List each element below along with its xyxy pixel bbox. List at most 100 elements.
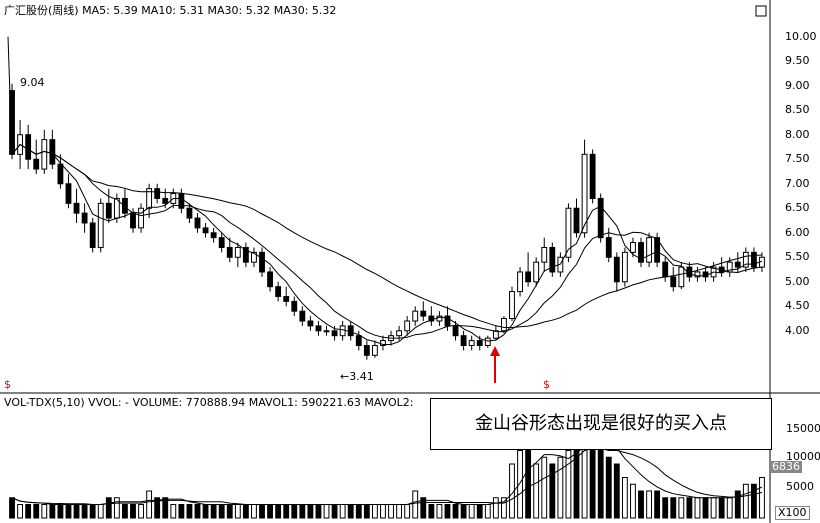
candle-body [163, 198, 168, 203]
volume-bar [26, 505, 31, 519]
volume-bar [518, 451, 523, 519]
volume-bar [437, 505, 442, 519]
price-tick: 6.00 [785, 227, 810, 239]
candle-body [131, 213, 136, 228]
candle-body [211, 233, 216, 238]
volume-bar [558, 457, 563, 518]
volume-bar [381, 505, 386, 519]
candle-body [469, 341, 474, 346]
volume-bar [534, 464, 539, 518]
buy-point-callout: 金山谷形态出现是很好的买入点 [430, 398, 772, 450]
volume-bar [139, 505, 144, 519]
candle-body [518, 272, 523, 292]
volume-bar [332, 505, 337, 519]
candle-body [413, 311, 418, 321]
volume-bar [695, 498, 700, 518]
candle-body [364, 345, 369, 355]
volume-bar [647, 491, 652, 518]
volume-bar [711, 498, 716, 518]
stock-name: 广汇股份(周线) [4, 4, 79, 17]
volume-bar [42, 505, 47, 519]
volume-bar [235, 505, 240, 519]
volume-bar [356, 505, 361, 519]
candle-body [631, 243, 636, 253]
candle-body [590, 154, 595, 198]
volume-bar [679, 498, 684, 518]
volume-bar [743, 484, 748, 518]
volume-bar [485, 505, 490, 519]
candle-body [614, 257, 619, 282]
candle-body [405, 321, 410, 331]
price-tick: 4.00 [785, 325, 810, 337]
volume-bar [252, 505, 257, 519]
candle-body [42, 140, 47, 169]
volume-bar [195, 505, 200, 519]
candle-body [82, 213, 87, 223]
volume-bar [760, 478, 765, 519]
volume-bar [445, 505, 450, 519]
volume-bar [372, 505, 377, 519]
volume-bar [18, 505, 23, 519]
candle-body [598, 198, 603, 237]
volume-bar [727, 498, 732, 518]
candle-body [485, 338, 490, 345]
candle-body [316, 326, 321, 331]
candle-body [187, 208, 192, 218]
candle-body [397, 331, 402, 336]
candle-body [606, 238, 611, 258]
volume-bar [276, 505, 281, 519]
volume-unit[interactable]: X100 [775, 506, 810, 520]
stock-title: 广汇股份(周线) MA5: 5.39 MA10: 5.31 MA30: 5.32… [4, 4, 336, 17]
signal-marker-left: $ [4, 379, 11, 391]
candle-body [461, 336, 466, 346]
volume-bar [10, 498, 15, 518]
volume-bar [131, 505, 136, 519]
candle-body [58, 164, 63, 184]
volume-bar [566, 451, 571, 519]
volume-bar [542, 457, 547, 518]
candle-body [300, 311, 305, 321]
volume-bar [703, 498, 708, 518]
candle-body [260, 252, 265, 272]
volume-bar [340, 505, 345, 519]
candle-body [106, 203, 111, 218]
volume-bar [187, 505, 192, 519]
candle-body [751, 252, 756, 267]
volume-bar [719, 498, 724, 518]
volume-bar [106, 498, 111, 518]
candle-body [421, 311, 426, 316]
candle-body [356, 336, 361, 346]
candle-body [647, 238, 652, 263]
candle-body [66, 184, 71, 204]
volume-bar [663, 498, 668, 518]
volume-bar [324, 505, 329, 519]
volume-bar [50, 505, 55, 519]
volume-bar [316, 505, 321, 519]
volume-bar [179, 505, 184, 519]
candle-body [292, 301, 297, 311]
candle-body [98, 203, 103, 247]
volume-bar [751, 484, 756, 518]
volume-bar [469, 505, 474, 519]
price-tick: 7.50 [785, 153, 810, 165]
price-tick: 4.50 [785, 300, 810, 312]
volume-bar [413, 491, 418, 518]
volume-bar [203, 505, 208, 519]
candle-body [332, 331, 337, 336]
candle-body [574, 208, 579, 233]
volume-bar [123, 505, 128, 519]
candle-body [26, 135, 31, 160]
low-label: ←3.41 [340, 370, 374, 383]
volume-bar [397, 505, 402, 519]
toggle-box-icon[interactable] [756, 6, 766, 16]
vol-tick-15000: 15000 [786, 423, 820, 435]
candle-body [235, 247, 240, 257]
candle-body [284, 296, 289, 301]
volume-bar [622, 478, 627, 519]
volume-bar [292, 505, 297, 519]
ma-values: MA5: 5.39 MA10: 5.31 MA30: 5.32 MA30: 5.… [82, 4, 336, 17]
volume-bar [493, 498, 498, 518]
candle-body [219, 238, 224, 248]
candle-body [477, 341, 482, 346]
volume-bar [429, 505, 434, 519]
